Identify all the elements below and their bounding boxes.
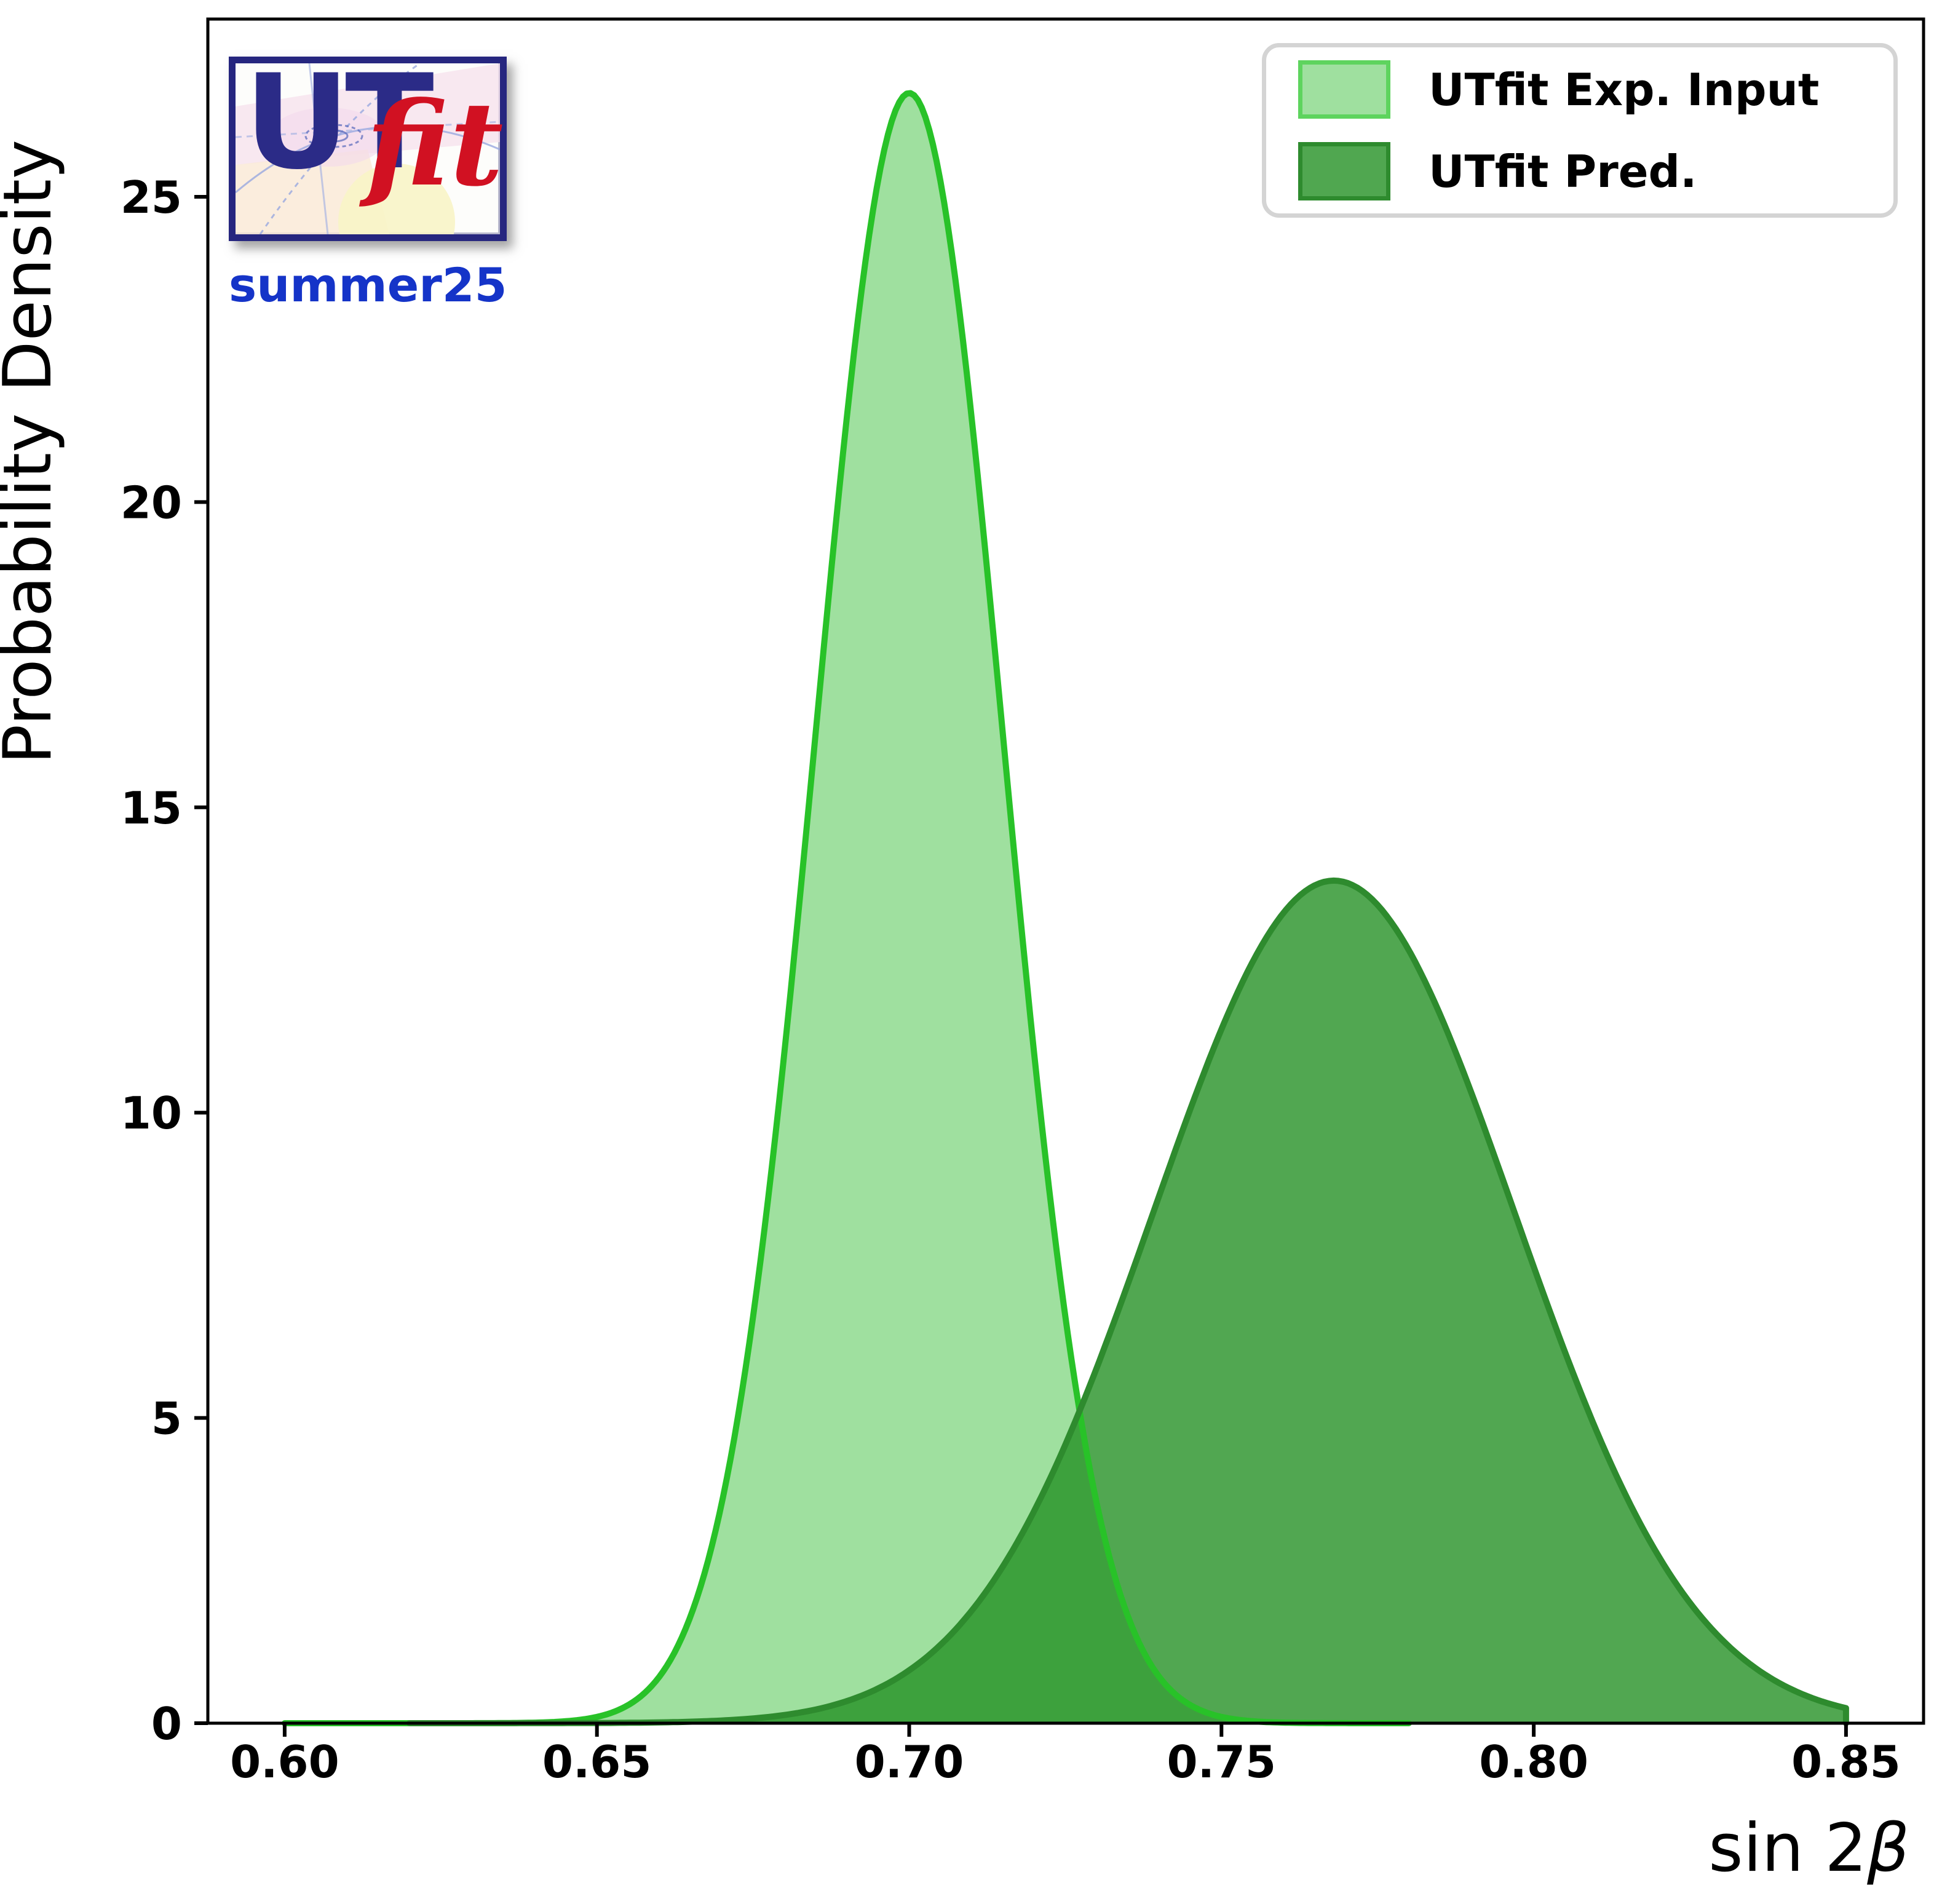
- x-tick-label: 0.80: [1479, 1736, 1588, 1788]
- legend-swatch-exp-input: [1298, 60, 1390, 119]
- x-axis-label-beta: β: [1866, 1810, 1909, 1887]
- y-tick-label: 15: [121, 782, 182, 834]
- legend-item-exp-input: UTfit Exp. Input: [1298, 60, 1869, 119]
- density-fill-pred: [410, 880, 1846, 1723]
- x-tick-label: 0.60: [230, 1736, 339, 1788]
- axis-ticks: [194, 195, 1848, 1737]
- logo-ut-text: UT: [244, 46, 434, 198]
- y-tick-label: 0: [151, 1698, 182, 1750]
- legend-label-pred: UTfit Pred.: [1429, 145, 1697, 197]
- legend-swatch-pred: [1298, 142, 1390, 200]
- y-tick-label: 10: [121, 1087, 182, 1139]
- x-axis-label-prefix: sin 2: [1708, 1810, 1867, 1887]
- axis-tick-labels: 0.60 0.65 0.70 0.75 0.80 0.85 0 5 10 15 20 25: [121, 172, 1901, 1788]
- x-tick-label: 0.75: [1167, 1736, 1276, 1788]
- utfit-logo: UT fit: [229, 57, 507, 241]
- logo-version-text: summer25: [229, 258, 507, 312]
- legend: UTfit Exp. Input UTfit Pred.: [1262, 43, 1898, 218]
- density-curves: [281, 90, 1849, 1726]
- x-tick-label: 0.85: [1791, 1736, 1901, 1788]
- y-tick-label: 20: [121, 477, 182, 528]
- y-tick-label: 25: [121, 172, 182, 223]
- logo-plot-decoration: [236, 63, 500, 234]
- legend-item-pred: UTfit Pred.: [1298, 142, 1869, 200]
- density-fill-exp-input: [284, 93, 1409, 1723]
- y-axis-label: Probability Density: [0, 140, 66, 764]
- plot-border: [206, 17, 1925, 1725]
- logo-fit-text: fit: [366, 76, 504, 212]
- x-tick-label: 0.70: [855, 1736, 964, 1788]
- x-tick-label: 0.65: [542, 1736, 652, 1788]
- x-axis-label: sin 2β: [1708, 1810, 1909, 1887]
- legend-label-exp-input: UTfit Exp. Input: [1429, 63, 1820, 116]
- y-tick-label: 5: [151, 1393, 182, 1445]
